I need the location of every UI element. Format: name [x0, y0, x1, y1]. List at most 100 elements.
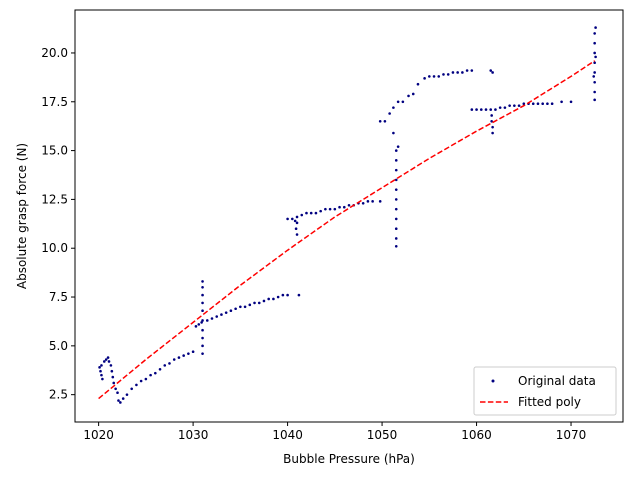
data-point — [291, 217, 294, 221]
data-point — [494, 108, 497, 111]
data-point — [394, 168, 398, 172]
data-point — [229, 309, 233, 313]
data-point — [154, 371, 157, 375]
data-point — [423, 77, 426, 80]
legend-box — [473, 366, 617, 416]
data-point — [465, 69, 469, 72]
y-tick-label: 5.0 — [49, 339, 68, 353]
data-point — [201, 301, 204, 305]
data-point — [593, 90, 596, 94]
data-point — [305, 211, 308, 215]
data-point — [262, 299, 266, 303]
data-point — [201, 319, 204, 322]
data-point — [319, 209, 322, 213]
data-point — [139, 379, 143, 383]
data-point — [182, 354, 185, 357]
data-point — [158, 367, 162, 371]
data-point — [394, 207, 398, 211]
data-point — [220, 313, 223, 316]
data-point — [98, 366, 101, 369]
data-point — [215, 315, 219, 318]
data-point — [378, 119, 382, 123]
data-point — [109, 364, 113, 367]
y-axis-label: Absolute grasp force (N) — [15, 143, 29, 289]
data-point — [394, 237, 398, 240]
data-point — [104, 358, 108, 361]
data-point — [197, 323, 201, 326]
fitted-poly-line — [98, 60, 596, 400]
data-point — [396, 100, 400, 104]
data-point — [491, 131, 494, 135]
data-point — [295, 221, 299, 225]
data-point — [187, 352, 190, 355]
data-point — [461, 71, 464, 74]
x-tick-label: 1070 — [556, 428, 587, 442]
data-point — [388, 112, 391, 115]
data-point — [110, 369, 114, 373]
y-tick-label: 20.0 — [41, 46, 68, 60]
data-point — [396, 145, 400, 148]
data-point — [172, 358, 176, 361]
axis-ticks: 1020 1030 1040 1050 1060 1070 2.5 5.0 7.5 10.0 12.… — [41, 46, 586, 442]
data-point — [295, 233, 299, 236]
data-point — [347, 203, 351, 207]
data-point — [201, 344, 204, 348]
y-tick-label: 7.5 — [49, 290, 68, 304]
data-point — [437, 75, 441, 78]
data-point — [106, 356, 110, 359]
data-point — [498, 106, 502, 109]
data-point — [200, 321, 203, 324]
data-point — [194, 325, 198, 328]
data-point — [168, 362, 171, 365]
data-point — [531, 102, 535, 106]
data-point — [257, 301, 261, 305]
data-point — [378, 200, 382, 203]
x-tick-label: 1030 — [178, 428, 209, 442]
data-point — [144, 377, 148, 381]
data-point — [392, 131, 395, 135]
data-point — [272, 297, 275, 301]
data-point — [407, 94, 410, 98]
data-point — [593, 80, 596, 84]
data-point — [451, 71, 455, 74]
data-point — [489, 108, 493, 111]
data-point — [366, 200, 370, 203]
data-point — [297, 293, 301, 297]
data-point — [309, 211, 313, 215]
data-point — [286, 293, 289, 297]
data-point — [522, 102, 526, 106]
data-point — [101, 377, 104, 381]
data-point — [593, 41, 596, 45]
data-point — [470, 108, 474, 111]
data-point — [253, 301, 256, 305]
data-point — [490, 114, 493, 117]
data-point — [201, 336, 204, 340]
data-point — [361, 202, 365, 205]
data-point — [541, 102, 544, 106]
data-point — [224, 311, 228, 314]
data-point — [163, 364, 167, 367]
data-point — [117, 399, 120, 402]
data-point — [394, 217, 398, 221]
data-point — [442, 73, 445, 76]
x-tick-label: 1040 — [272, 428, 303, 442]
data-point — [411, 92, 415, 96]
data-point — [130, 387, 133, 391]
data-point — [112, 381, 116, 385]
data-point — [205, 319, 209, 322]
data-point — [491, 125, 494, 129]
data-point — [191, 350, 195, 354]
legend-label-fitted-poly: Fitted poly — [518, 395, 581, 409]
data-point — [342, 205, 346, 209]
data-point — [300, 213, 304, 217]
data-point — [333, 207, 337, 211]
data-point — [149, 373, 152, 377]
data-point — [121, 397, 125, 400]
data-point — [594, 26, 597, 29]
y-tick-label: 17.5 — [41, 95, 68, 109]
data-point — [513, 104, 516, 107]
data-point — [371, 200, 374, 203]
x-axis-label: Bubble Pressure (hPa) — [283, 452, 415, 466]
data-point — [276, 295, 280, 299]
